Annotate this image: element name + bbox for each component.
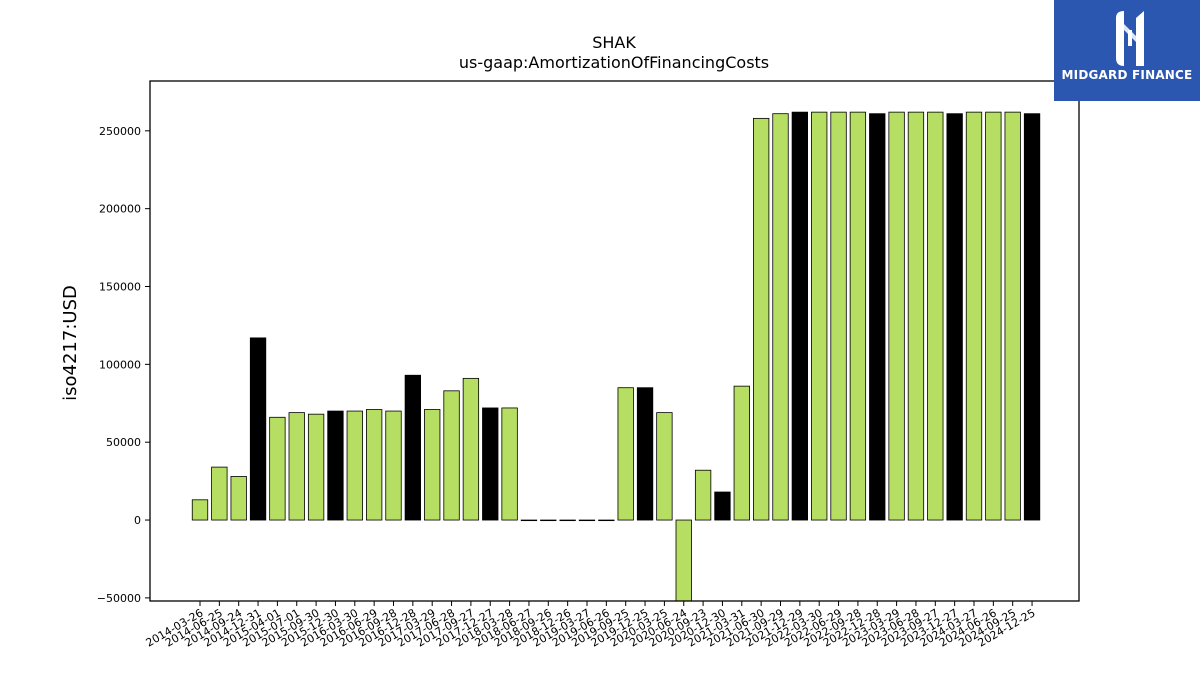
bar-2024-09-25 — [1004, 111, 1021, 521]
bar-2024-12-25 — [1023, 113, 1041, 521]
y-axis-label: iso4217:USD — [60, 285, 81, 401]
y-tick-label: −50000 — [97, 592, 141, 605]
bars-group — [191, 111, 1041, 602]
bar-2014-09-24 — [230, 476, 247, 521]
bar-2018-06-27 — [520, 519, 538, 522]
bar-2020-03-25 — [656, 412, 673, 521]
chart-title: SHAK — [592, 33, 636, 52]
bar-2021-09-29 — [772, 113, 789, 521]
bar-2015-04-01 — [269, 416, 286, 521]
bar-2024-03-27 — [965, 111, 983, 521]
bar-2024-06-26 — [985, 111, 1002, 521]
bar-2020-06-24 — [675, 519, 692, 602]
bar-2019-12-25 — [636, 387, 654, 521]
bar-2019-09-25 — [617, 387, 634, 521]
y-ticks-group: −50000 0 50000 100000 150000 200000 250000 — [97, 125, 150, 605]
bar-2017-12-27 — [482, 407, 499, 521]
bar-2022-06-29 — [830, 111, 847, 521]
bar-2016-09-28 — [385, 410, 402, 521]
bar-2019-06-26 — [598, 519, 615, 522]
bar-2019-03-27 — [578, 519, 596, 522]
bar-2015-07-01 — [288, 412, 305, 521]
bar-2016-06-29 — [365, 409, 383, 521]
brand-logo: MIDGARD FINANCE — [1054, 0, 1200, 101]
bar-2018-12-26 — [559, 519, 576, 522]
bar-2022-03-30 — [811, 111, 828, 521]
bar-2016-12-28 — [404, 374, 422, 521]
bar-2017-06-28 — [443, 390, 460, 521]
bar-2021-03-31 — [733, 385, 750, 521]
bar-2015-12-30 — [327, 410, 344, 521]
bar-2022-09-28 — [849, 111, 867, 521]
bar-2014-03-26 — [191, 499, 209, 521]
bar-2020-12-30 — [714, 491, 731, 521]
bar-2015-09-30 — [307, 413, 325, 521]
brand-name: MIDGARD FINANCE — [1061, 68, 1193, 82]
m-bars-icon — [1116, 11, 1144, 66]
bar-2023-12-27 — [946, 113, 963, 521]
bar-2023-06-28 — [907, 111, 925, 521]
x-ticks-group: 2014-03-262014-06-252014-09-242014-12-31… — [144, 601, 1038, 650]
bar-2023-09-27 — [927, 111, 944, 521]
y-tick-label: 50000 — [106, 436, 141, 449]
y-tick-label: 200000 — [99, 203, 141, 216]
y-tick-label: 0 — [134, 514, 141, 527]
chart-subtitle: us-gaap:AmortizationOfFinancingCosts — [459, 53, 769, 72]
bar-2020-09-23 — [694, 469, 712, 521]
bar-2018-09-26 — [540, 519, 557, 522]
plot-frame — [149, 80, 1080, 602]
bar-2017-09-27 — [462, 377, 480, 521]
y-tick-label: 150000 — [99, 281, 141, 294]
y-tick-label: 100000 — [99, 358, 141, 371]
bar-2021-06-30 — [753, 117, 770, 521]
bar-2018-03-28 — [501, 407, 518, 521]
bar-2023-03-29 — [888, 111, 905, 521]
bar-2022-12-28 — [869, 113, 886, 521]
y-tick-label: 250000 — [99, 125, 141, 138]
bar-2017-03-29 — [424, 409, 441, 521]
bar-2014-12-31 — [249, 337, 267, 521]
bar-2016-03-30 — [346, 410, 363, 521]
bar-2014-06-25 — [211, 466, 228, 521]
bar-2021-12-29 — [791, 111, 808, 521]
